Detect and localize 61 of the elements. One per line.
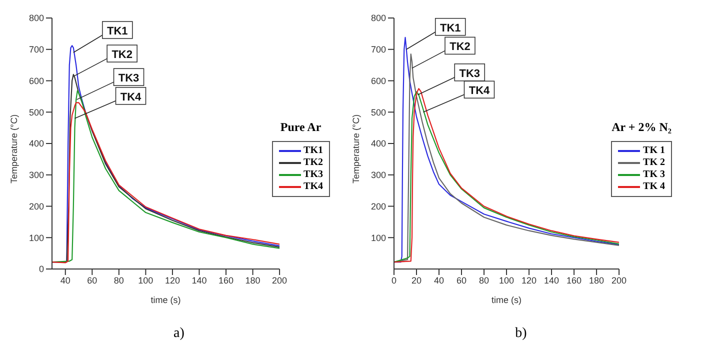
x-tick-label: 180 <box>245 275 260 286</box>
x-tick-label: 180 <box>589 275 604 286</box>
annotation: TK2 <box>112 49 132 62</box>
x-tick-label: 160 <box>218 275 234 286</box>
annotation: TK1 <box>107 26 128 38</box>
y-tick-label: 300 <box>28 170 44 180</box>
y-tick-label: 700 <box>370 44 386 55</box>
y-axis-title: Temperature (°C) <box>351 114 362 184</box>
text: a) <box>172 326 186 342</box>
x-tick-label: 120 <box>522 275 537 286</box>
annotation: TK4 <box>468 85 491 98</box>
y-tick-label: 500 <box>370 107 386 118</box>
y-tick-label: 0 <box>38 264 44 274</box>
y-tick-label: 600 <box>28 76 44 86</box>
y-tick-label: 200 <box>370 201 386 212</box>
x-tick-label: 200 <box>272 275 288 286</box>
legend-label: TK1 <box>304 144 323 156</box>
legend-title: Ar + 2% N₂ <box>611 120 672 134</box>
legend-label: TK4 <box>304 180 323 192</box>
x-tick-label: 100 <box>138 275 154 286</box>
y-tick-label: 300 <box>370 170 386 180</box>
x-tick-label: 60 <box>456 275 467 286</box>
legend-label: TK 1 <box>643 144 665 156</box>
y-tick-label: 100 <box>370 232 386 243</box>
x-tick-label: 140 <box>192 275 207 286</box>
y-tick-label: 100 <box>28 232 44 243</box>
y-tick-label: 800 <box>370 13 386 24</box>
x-tick-label: 120 <box>164 275 180 286</box>
y-tick-label: 400 <box>370 138 386 149</box>
y-tick-label: 700 <box>28 44 44 55</box>
annotation: TK3 <box>459 68 480 80</box>
legend-label: TK 2 <box>643 156 665 168</box>
x-axis-title: time (s) <box>150 295 181 305</box>
x-axis-title: time (s) <box>492 295 522 305</box>
legend-title: Pure Ar <box>279 120 322 134</box>
legend-label: TK 4 <box>643 180 665 192</box>
y-tick-label: 200 <box>28 201 44 212</box>
annotation: TK3 <box>118 72 140 85</box>
annotation: TK2 <box>450 41 470 54</box>
y-tick-label: 400 <box>28 138 44 149</box>
y-tick-label: 500 <box>28 107 44 118</box>
legend-label: TK2 <box>304 156 323 168</box>
x-tick-label: 40 <box>60 275 70 286</box>
x-tick-label: 160 <box>566 275 582 286</box>
legend-label: TK3 <box>304 168 323 180</box>
x-tick-label: 20 <box>411 275 422 286</box>
annotation: TK4 <box>120 91 142 104</box>
x-tick-label: 140 <box>544 275 560 286</box>
text: b) <box>514 326 528 342</box>
x-tick-label: 40 <box>434 275 444 286</box>
y-axis-title: Temperature (°C) <box>9 114 20 184</box>
x-tick-label: 80 <box>114 275 124 286</box>
y-tick-label: 600 <box>370 76 386 86</box>
legend-label: TK 3 <box>643 168 665 180</box>
x-tick-label: 100 <box>499 275 514 286</box>
annotation: TK1 <box>440 22 461 34</box>
x-tick-label: 60 <box>87 275 98 286</box>
x-tick-label: 0 <box>391 275 397 286</box>
y-tick-label: 800 <box>28 13 44 24</box>
x-tick-label: 80 <box>479 275 490 286</box>
x-tick-label: 200 <box>612 275 627 286</box>
